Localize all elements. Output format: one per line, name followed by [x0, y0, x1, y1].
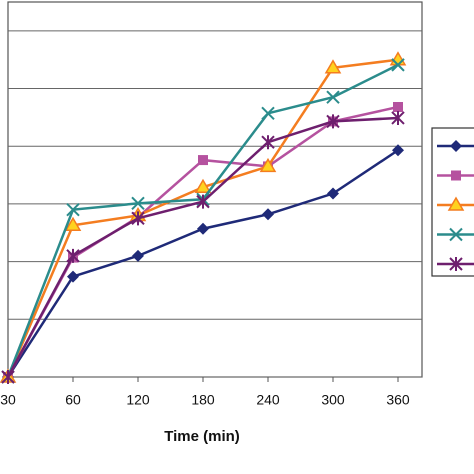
- x-tick-label: 60: [65, 392, 81, 408]
- marker: [196, 194, 210, 209]
- marker: [326, 114, 340, 129]
- marker: [327, 187, 339, 200]
- x-tick-label: 300: [321, 392, 345, 408]
- marker: [197, 222, 209, 235]
- marker: [194, 178, 212, 193]
- marker: [392, 144, 404, 157]
- marker: [262, 208, 274, 221]
- marker: [131, 211, 145, 226]
- marker: [131, 196, 145, 211]
- marker: [64, 216, 82, 232]
- legend-marker: [449, 257, 463, 271]
- marker: [259, 157, 277, 173]
- legend-marker: [450, 140, 462, 152]
- marker: [261, 135, 275, 150]
- marker: [67, 270, 79, 283]
- x-tick-label: 30: [0, 392, 16, 408]
- legend-marker: [447, 196, 465, 211]
- marker: [324, 59, 342, 74]
- marker: [393, 102, 403, 112]
- marker: [391, 110, 405, 125]
- x-tick-label: 240: [256, 392, 280, 408]
- marker: [391, 58, 405, 72]
- marker: [132, 249, 144, 262]
- marker: [261, 106, 275, 121]
- x-tick-label: 120: [126, 392, 150, 408]
- marker: [326, 90, 340, 104]
- marker: [66, 248, 80, 263]
- marker: [1, 370, 15, 384]
- legend-marker: [449, 227, 463, 242]
- x-tick-label: 360: [386, 392, 410, 408]
- x-tick-label: 180: [191, 392, 215, 408]
- legend-marker: [451, 170, 461, 181]
- marker: [198, 155, 208, 166]
- x-axis-title: Time (min): [164, 428, 240, 445]
- marker: [66, 202, 80, 217]
